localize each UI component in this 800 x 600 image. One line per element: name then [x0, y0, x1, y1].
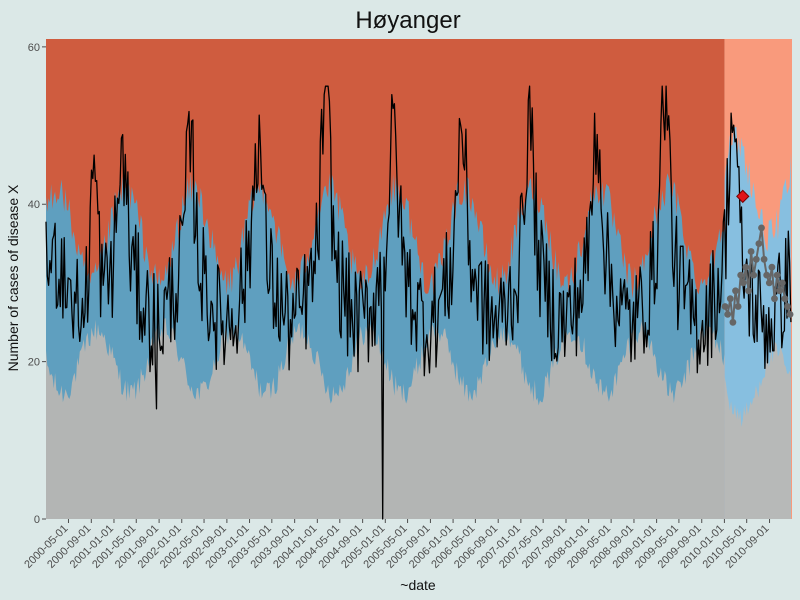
y-tick-label: 40 [28, 199, 40, 211]
observed-line [45, 85, 792, 520]
forecast-point [776, 287, 784, 295]
forecast-point [755, 240, 763, 248]
normal-band-forecast [724, 342, 791, 519]
x-axis-title: ~date [400, 577, 436, 593]
chart-title: Høyanger [355, 7, 460, 34]
plot-area [45, 39, 794, 520]
forecast-point [781, 295, 789, 303]
forecast-point [739, 279, 747, 287]
forecast-point [763, 271, 771, 279]
forecast-point [742, 263, 750, 271]
forecast-point [732, 287, 739, 295]
forecast-point [747, 248, 755, 255]
forecast-point [729, 318, 737, 326]
forecast-point [726, 295, 734, 303]
forecast-point [745, 287, 752, 295]
y-tick-label: 0 [34, 514, 40, 526]
forecast-point [786, 311, 794, 318]
forecast-point [750, 271, 758, 279]
forecast-point [758, 224, 765, 232]
forecast-point [773, 271, 781, 279]
forecast-point [737, 271, 745, 279]
forecast-point [768, 263, 776, 271]
forecast-point [734, 303, 742, 310]
forecast-point [784, 303, 791, 310]
forecast-point [724, 311, 732, 318]
y-tick-label: 20 [28, 357, 40, 369]
y-axis: 0 20 40 60 [28, 42, 46, 526]
y-tick-label: 60 [28, 42, 40, 54]
forecast-point [778, 279, 786, 287]
y-axis-title: Number of cases of disease X [5, 184, 21, 371]
forecast-point [721, 303, 729, 310]
outbreak-marker [736, 189, 750, 204]
forecast-point [765, 279, 773, 287]
forecast-point [752, 255, 760, 263]
forecast-point [771, 295, 778, 303]
forecast-point [760, 255, 768, 263]
